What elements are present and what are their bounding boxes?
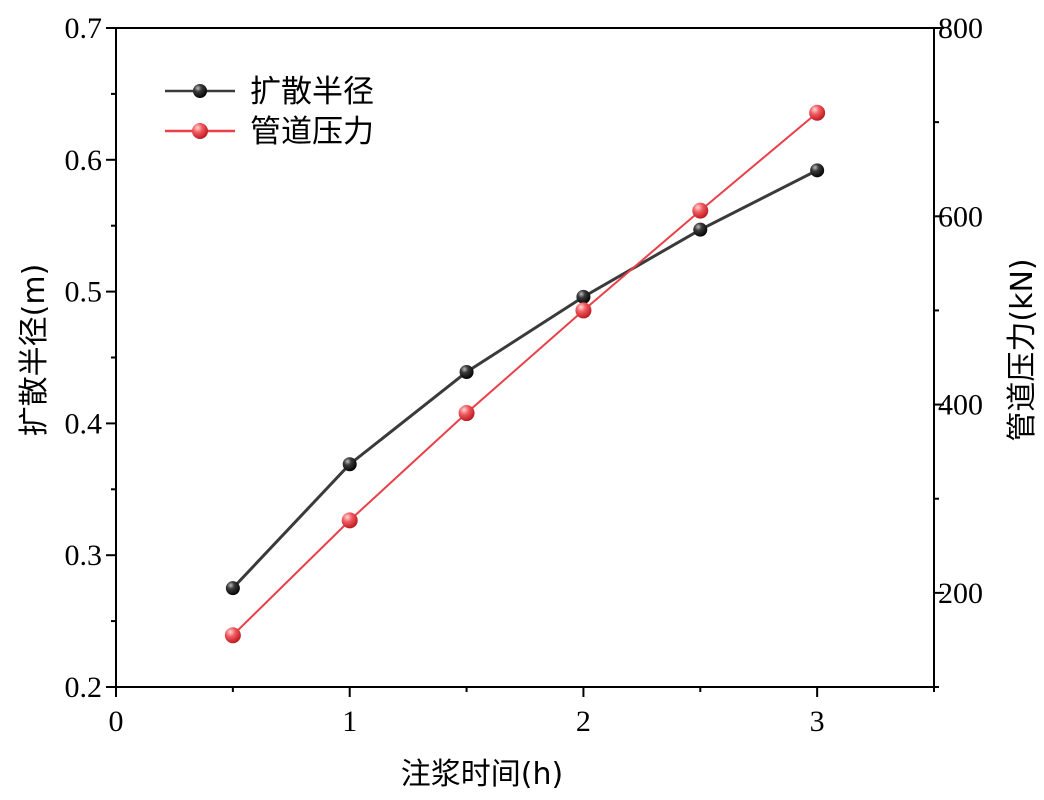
data-point-radius (225, 581, 240, 596)
series-layer (224, 104, 826, 644)
y-right-tick-label: 400 (938, 389, 983, 422)
data-point-pressure (692, 202, 709, 219)
x-tick-label: 1 (342, 705, 357, 738)
x-tick-label: 3 (810, 705, 825, 738)
y-right-tick-label: 200 (938, 577, 983, 610)
y-left-tick-label: 0.2 (65, 671, 103, 704)
y-right-tick-label: 600 (938, 200, 983, 233)
x-tick-label: 0 (109, 705, 124, 738)
data-point-pressure (458, 405, 475, 422)
y-left-tick-label: 0.7 (65, 12, 103, 45)
y-axis-title-left: 扩散半径(m) (17, 264, 52, 437)
y-left-tick-label: 0.3 (65, 539, 103, 572)
ticks-layer: 0 1 2 3 0.2 0.3 0.4 0.5 0.6 0.7 200 400 600 800 (65, 12, 984, 738)
legend: 扩散半径 管道压力 (165, 74, 374, 150)
legend-label-radius: 扩散半径 (250, 74, 374, 110)
y-right-tick-label: 800 (938, 12, 983, 45)
series-line-pressure (232, 111, 818, 636)
y-axis-title-right: 管道压力(kN) (1005, 258, 1040, 441)
y-left-tick-label: 0.5 (65, 276, 103, 309)
legend-marker-pressure (192, 123, 208, 139)
data-point-radius (693, 222, 708, 237)
data-point-pressure (341, 512, 358, 529)
series-line-radius (231, 169, 818, 590)
data-point-radius (576, 289, 591, 304)
legend-label-pressure: 管道压力 (250, 114, 374, 150)
legend-marker-radius (193, 84, 207, 98)
data-point-pressure (575, 302, 592, 319)
y-left-tick-label: 0.6 (65, 144, 103, 177)
data-point-pressure (224, 627, 241, 644)
x-tick-label: 2 (576, 705, 591, 738)
data-point-radius (342, 457, 357, 472)
data-point-radius (810, 163, 825, 178)
data-point-radius (459, 364, 474, 379)
x-axis-title: 注浆时间(h) (401, 757, 563, 792)
data-point-pressure (809, 104, 826, 121)
y-left-tick-label: 0.4 (65, 407, 103, 440)
